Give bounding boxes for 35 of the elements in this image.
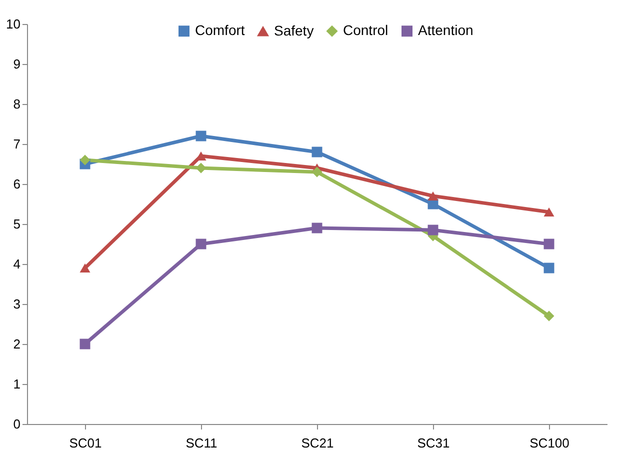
point <box>196 130 206 142</box>
point <box>196 162 206 174</box>
y-tick-label: 3 <box>13 296 20 312</box>
x-tick-label: SC31 <box>417 436 450 450</box>
legend-label: Control <box>343 22 388 38</box>
point <box>428 191 438 201</box>
y-tick-label: 10 <box>6 16 20 32</box>
point <box>312 222 322 234</box>
point <box>80 263 90 273</box>
legend-label: Safety <box>274 22 314 38</box>
point <box>312 166 322 178</box>
point <box>544 310 554 322</box>
y-tick-label: 6 <box>13 176 20 192</box>
x-tick-label: SC01 <box>69 436 102 450</box>
y-tick-label: 4 <box>13 256 20 272</box>
y-tick-label: 5 <box>13 216 20 232</box>
legend-label: Comfort <box>195 22 245 38</box>
x-tick-label: SC100 <box>530 436 570 450</box>
x-tick-label: SC11 <box>186 436 218 450</box>
point <box>428 224 438 236</box>
y-tick-label: 8 <box>13 96 20 112</box>
y-tick-label: 7 <box>13 136 20 152</box>
legend-label: Attention <box>418 22 474 38</box>
point <box>544 238 554 250</box>
x-tick-label: SC21 <box>301 436 334 450</box>
point <box>80 338 90 350</box>
point <box>196 238 206 250</box>
point <box>80 154 90 166</box>
y-tick-label: 0 <box>13 416 20 432</box>
y-tick-label: 2 <box>13 336 20 352</box>
point <box>544 262 554 274</box>
y-tick-label: 9 <box>13 56 20 72</box>
point <box>544 207 554 217</box>
point <box>312 146 322 158</box>
y-tick-label: 1 <box>13 376 20 392</box>
